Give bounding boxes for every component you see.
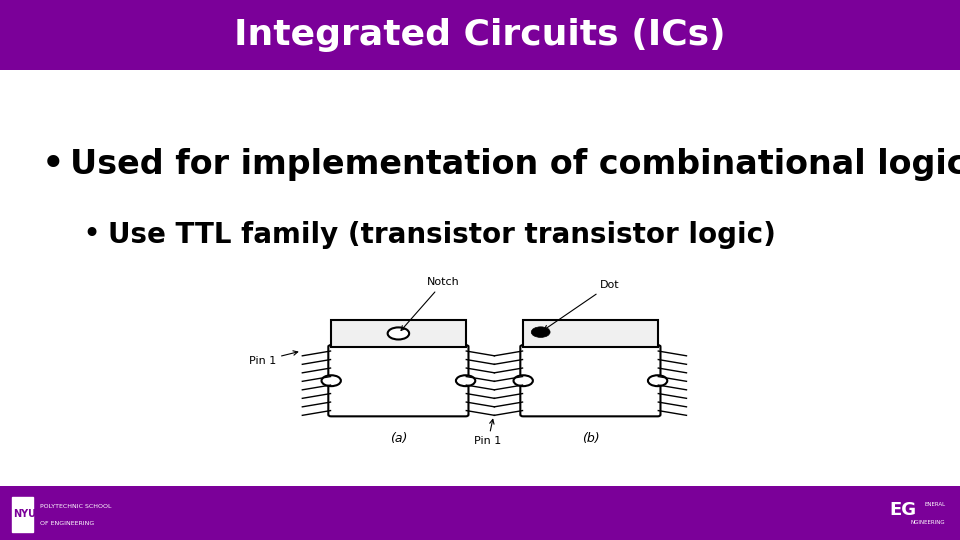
Polygon shape (331, 320, 466, 347)
Text: EG: EG (890, 501, 917, 519)
Text: OF ENGINEERING: OF ENGINEERING (40, 521, 95, 526)
Text: (a): (a) (390, 432, 407, 445)
Text: NGINEERING: NGINEERING (911, 520, 946, 525)
Text: Use TTL family (transistor transistor logic): Use TTL family (transistor transistor lo… (108, 221, 777, 249)
Circle shape (531, 327, 550, 338)
Circle shape (322, 375, 341, 386)
Circle shape (456, 375, 475, 386)
Text: •: • (40, 144, 65, 186)
Text: Integrated Circuits (ICs): Integrated Circuits (ICs) (234, 18, 726, 52)
FancyBboxPatch shape (520, 345, 660, 416)
Circle shape (514, 375, 533, 386)
Polygon shape (523, 320, 658, 347)
Text: ENERAL: ENERAL (924, 502, 946, 508)
Text: POLYTECHNIC SCHOOL: POLYTECHNIC SCHOOL (40, 504, 111, 509)
Circle shape (388, 327, 409, 340)
Text: Dot: Dot (544, 280, 619, 330)
Circle shape (648, 375, 667, 386)
Text: Pin 1: Pin 1 (474, 420, 502, 447)
FancyBboxPatch shape (0, 486, 960, 540)
Text: Notch: Notch (401, 277, 460, 330)
FancyBboxPatch shape (0, 0, 960, 70)
FancyBboxPatch shape (328, 345, 468, 416)
Text: Used for implementation of combinational logic circuits: Used for implementation of combinational… (70, 148, 960, 181)
Text: Pin 1: Pin 1 (249, 351, 298, 366)
Text: NYU: NYU (13, 509, 36, 519)
FancyBboxPatch shape (12, 497, 33, 532)
Text: •: • (83, 220, 100, 249)
Text: (b): (b) (582, 432, 599, 445)
